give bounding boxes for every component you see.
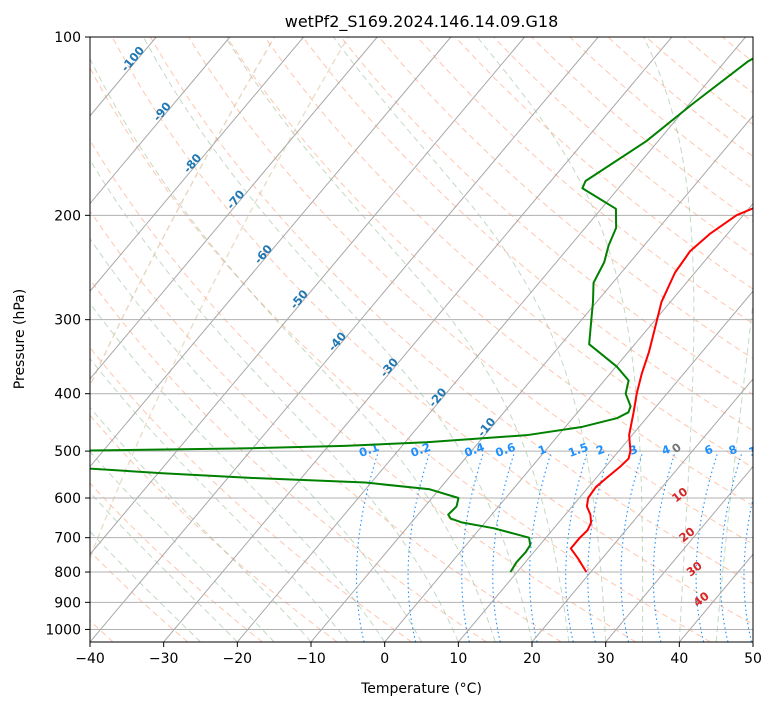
isotherm-gridline	[90, 37, 452, 468]
x-tick-label: 50	[744, 651, 762, 667]
y-axis-label: Pressure (hPa)	[12, 289, 28, 389]
dry-adiabat	[149, 37, 753, 585]
dry-adiabat	[90, 209, 562, 642]
dry-adiabat	[90, 482, 263, 642]
moist-adiabat	[90, 357, 349, 642]
isotherm-gridline	[236, 37, 746, 642]
isotherm-gridlines	[90, 37, 753, 642]
moist-adiabat	[715, 298, 753, 642]
y-tick-label: 1000	[45, 622, 81, 638]
mixing-ratio-lines	[355, 450, 753, 642]
dry-limit-curve	[90, 37, 349, 560]
dry-adiabat	[90, 414, 338, 642]
x-axis-label: Temperature (°C)	[360, 681, 482, 697]
x-tick-label: −10	[296, 651, 326, 667]
x-tick-label: 0	[380, 651, 389, 667]
isotherm-gridline	[310, 115, 753, 642]
plot-area-background	[90, 37, 753, 642]
x-tick-label: 30	[597, 651, 615, 667]
chart-title: wetPf2_S169.2024.146.14.09.G18	[285, 12, 559, 32]
isotherm-gridline	[90, 37, 304, 292]
dry-adiabat	[340, 37, 753, 395]
mixing-ratio-line	[743, 496, 753, 642]
moist-adiabat	[90, 450, 275, 642]
isotherm-gridline	[457, 290, 753, 642]
isotherm-gridline	[531, 378, 753, 642]
dry-adiabat	[90, 67, 711, 642]
dry-adiabat	[454, 37, 753, 290]
mixing-ratio-line	[407, 450, 431, 642]
moist-adiabat	[90, 530, 201, 642]
isotherm-gridline	[90, 37, 378, 380]
mixing-ratio-line	[587, 450, 611, 642]
dry-adiabat	[90, 278, 487, 642]
isobar-gridlines	[90, 37, 753, 630]
y-tick-label: 800	[54, 565, 81, 581]
isotherm-gridline	[384, 202, 753, 642]
y-tick-label: 300	[54, 313, 81, 329]
moist-adiabat	[142, 37, 533, 642]
isotherm-gridline	[605, 465, 753, 642]
y-tick-label: 200	[54, 208, 81, 224]
moist-adiabat	[90, 237, 422, 642]
mixing-ratio-label: 0.6	[493, 440, 517, 460]
plot-frame	[89, 36, 754, 643]
dry-limit-curve	[90, 37, 276, 388]
moist-adiabat	[90, 302, 386, 642]
mixing-ratio-line	[355, 450, 380, 642]
isotherm-gridline	[90, 37, 231, 205]
isotherm-gridline	[163, 37, 673, 642]
x-tick-label: 10	[449, 651, 467, 667]
profile-series	[90, 57, 753, 573]
mixing-ratio-line	[461, 450, 485, 642]
moist-adiabat	[90, 158, 459, 642]
moist-adiabat	[643, 37, 695, 642]
x-tick-label: −30	[149, 651, 179, 667]
temperature-profile-line	[569, 207, 753, 573]
moist-adiabat	[90, 491, 238, 642]
y-tick-label: 100	[54, 30, 81, 46]
mixing-ratio-line	[565, 450, 589, 642]
dewpoint-profile-line	[90, 57, 753, 573]
mixing-ratio-line	[620, 450, 644, 642]
moist-adiabat	[332, 37, 607, 642]
y-tick-label: 900	[54, 595, 81, 611]
isotherm-gridline	[90, 37, 599, 642]
y-tick-label: 600	[54, 491, 81, 507]
x-tick-label: −20	[223, 651, 253, 667]
dry-adiabat	[492, 37, 753, 256]
moist-adiabat	[476, 37, 644, 642]
mixing-ratio-label: 0.4	[462, 440, 486, 460]
dry-adiabat	[378, 37, 753, 360]
mixing-ratio-line	[719, 450, 743, 642]
mixing-ratio-line	[652, 450, 676, 642]
dry-adiabat	[187, 37, 753, 545]
moist-adiabat	[90, 406, 312, 642]
isotherm-gridline	[90, 37, 525, 556]
dry-adiabat	[90, 139, 637, 642]
x-tick-label: 20	[523, 651, 541, 667]
y-tick-label: 700	[54, 531, 81, 547]
dry-limit-curves	[90, 37, 349, 560]
mixing-ratio-label: 1.5	[566, 440, 590, 460]
moist-adiabats	[90, 37, 753, 642]
y-tick-label: 500	[54, 444, 81, 460]
x-tick-label: 40	[670, 651, 688, 667]
y-tick-label: 400	[54, 387, 81, 403]
dry-adiabat	[302, 37, 753, 432]
mixing-ratio-line	[492, 450, 516, 642]
axes-ticks: −40 −30 −20 −10 0 10 20 30 40 50 100 200 300 400 500 60…	[45, 30, 762, 667]
mixing-ratio-label: 0.2	[409, 440, 433, 460]
dry-adiabat	[531, 37, 753, 223]
mixing-ratio-line	[529, 450, 553, 642]
mixing-ratio-label: 10	[747, 441, 767, 460]
x-tick-label: −40	[75, 651, 105, 667]
moist-adiabat	[225, 37, 570, 642]
